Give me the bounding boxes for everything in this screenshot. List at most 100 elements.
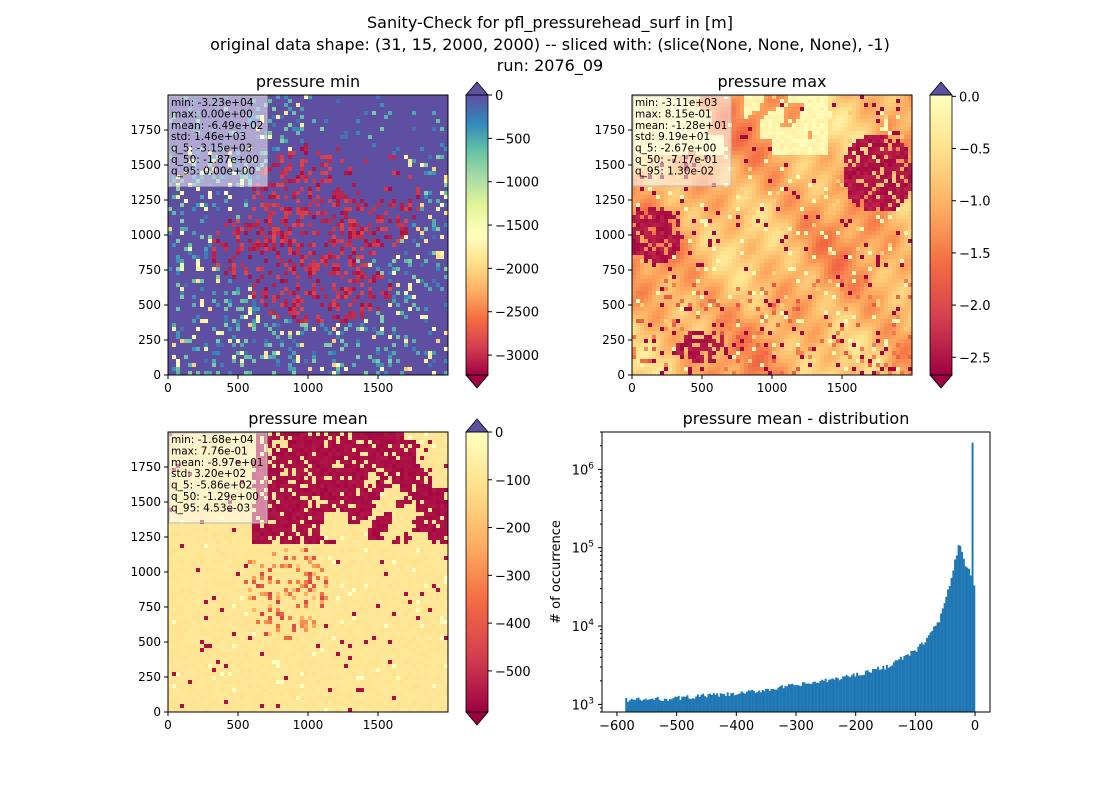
histogram-bar — [959, 545, 962, 712]
heatmap-image — [632, 95, 913, 376]
histogram-bar — [728, 695, 731, 712]
stats-line: std: 3.20e+02 — [171, 468, 246, 480]
histogram-bar — [758, 690, 761, 712]
histogram-bar — [821, 679, 824, 712]
y-tick-label: 104 — [572, 618, 595, 635]
colorbar-tick-label: −3000 — [495, 349, 539, 364]
histogram-bar — [717, 696, 720, 712]
histogram-bar — [649, 699, 652, 712]
histogram-bar — [885, 664, 888, 712]
histogram-bar — [926, 638, 929, 712]
histogram-bar — [691, 698, 694, 712]
x-tick-label: 0 — [628, 381, 636, 395]
histogram-bar — [751, 689, 754, 712]
histogram-bar — [679, 700, 682, 712]
histogram-bar — [784, 685, 787, 712]
stats-box-background — [168, 95, 268, 187]
histogram-bar — [924, 642, 927, 712]
histogram-bar — [940, 613, 943, 712]
histogram-bar — [738, 693, 741, 712]
histogram-bar — [786, 686, 789, 712]
histogram-bar — [756, 692, 759, 712]
histogram-bar — [899, 656, 902, 712]
y-tick-label: 750 — [138, 263, 161, 277]
histogram-bar — [835, 677, 838, 712]
histogram-bar — [676, 696, 678, 712]
x-tick-label: 1500 — [363, 381, 394, 395]
y-tick-label: 0 — [153, 705, 161, 719]
colorbar-tick-label: −2500 — [495, 306, 539, 321]
histogram-bar — [803, 682, 806, 712]
x-tick-label: −500 — [659, 719, 695, 734]
histogram-bar — [779, 686, 782, 712]
x-tick-label: −600 — [599, 719, 635, 734]
colorbar-extend-top — [465, 81, 489, 96]
histogram-bar — [724, 695, 727, 712]
histogram-bar — [765, 688, 768, 712]
histogram-bar — [653, 699, 656, 712]
histogram-bar — [689, 698, 692, 712]
histogram-bar — [630, 698, 633, 712]
histogram-bar — [793, 685, 796, 712]
histogram-bar — [922, 644, 925, 712]
histogram-bar — [870, 672, 873, 712]
stats-line: min: -3.11e+03 — [635, 97, 717, 109]
heatmap-panel-3: pressure mean 0 500 1000 1500 0 250 500 750 1000 1… — [130, 409, 530, 732]
histogram-bar — [735, 694, 738, 712]
histogram-bar — [744, 693, 747, 712]
colorbar-tick-label: −500 — [495, 665, 531, 680]
histogram-bar — [716, 693, 719, 712]
histogram-bar — [969, 575, 972, 712]
histogram-bar — [845, 674, 848, 712]
colorbar: 0 −500 −1000 −1500 −2000 −2500 −3000 — [465, 81, 539, 389]
histogram-bar — [901, 659, 904, 712]
histogram-bar — [714, 694, 717, 712]
y-tick-label: 1500 — [130, 495, 161, 509]
colorbar-tick-label: 0.0 — [959, 90, 980, 105]
histogram-bar — [826, 682, 829, 712]
histogram-bar — [973, 585, 976, 712]
histogram-bar — [782, 688, 785, 712]
histogram-bar — [644, 698, 647, 712]
histogram-bar — [919, 644, 922, 712]
histogram-bar — [831, 678, 834, 712]
histogram-bar — [954, 559, 957, 712]
histogram-bar — [683, 696, 685, 712]
histogram-bar — [696, 694, 699, 712]
histogram-bar — [884, 669, 887, 712]
histogram-bar — [957, 545, 960, 712]
histogram-bar — [887, 667, 890, 712]
histogram-bar — [703, 696, 706, 712]
histogram-bar — [850, 675, 853, 712]
histogram-bar — [875, 669, 878, 712]
histogram-bar — [822, 680, 825, 712]
histogram-bar — [721, 693, 724, 712]
y-tick-label: 1750 — [130, 460, 161, 474]
histogram-bar — [655, 697, 657, 712]
histogram-bar — [772, 689, 775, 712]
histogram-bar — [913, 650, 916, 712]
histogram-bar — [730, 693, 733, 712]
colorbar-extend-bottom — [929, 374, 953, 389]
histogram-bar — [807, 683, 810, 712]
histogram-bar — [780, 685, 783, 712]
histogram-bar — [880, 669, 883, 712]
histogram-bar — [828, 679, 831, 712]
histogram-bar — [672, 698, 675, 712]
y-tick-label: 250 — [138, 333, 161, 347]
histogram-bar — [814, 681, 817, 712]
colorbar-gradient — [466, 95, 488, 375]
histogram-bar — [917, 646, 920, 712]
y-tick-label: 250 — [602, 333, 625, 347]
histogram-bar — [856, 672, 859, 712]
x-tick-label: −400 — [718, 719, 754, 734]
histogram-bar — [824, 678, 827, 712]
histogram-bar — [731, 692, 734, 712]
histogram-bar — [931, 630, 934, 712]
histogram-bar — [843, 676, 846, 712]
histogram-bar — [945, 596, 948, 712]
colorbar-tick-label: −500 — [495, 132, 531, 147]
histogram-bar — [962, 558, 965, 712]
histogram-bar — [847, 676, 850, 712]
